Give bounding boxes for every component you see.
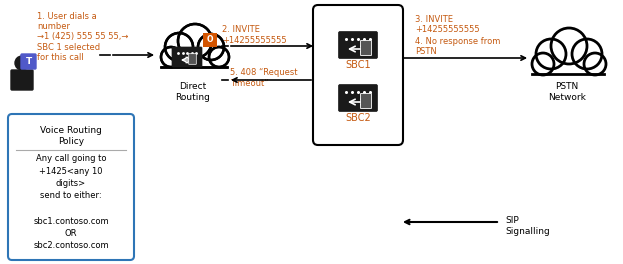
FancyBboxPatch shape [313,5,403,145]
Text: 1. User dials a: 1. User dials a [37,12,97,21]
Circle shape [198,34,224,60]
Circle shape [532,53,554,75]
Text: 4. No response from: 4. No response from [415,37,500,46]
Circle shape [584,53,606,75]
Circle shape [15,56,29,70]
Circle shape [572,39,602,69]
FancyBboxPatch shape [172,47,202,67]
FancyBboxPatch shape [161,29,227,67]
Text: Any call going to
+1425<any 10
digits>
send to either:

sbc1.contoso.com
OR
sbc2: Any call going to +1425<any 10 digits> s… [33,154,109,251]
FancyBboxPatch shape [11,70,33,90]
Text: 2. INVITE
+14255555555: 2. INVITE +14255555555 [222,25,287,45]
FancyBboxPatch shape [189,54,196,64]
Text: SIP
Signalling: SIP Signalling [505,216,549,236]
Text: SBC2: SBC2 [345,113,371,123]
Text: O: O [207,35,213,45]
Text: +14255555555: +14255555555 [415,25,480,34]
Text: PSTN
Network: PSTN Network [548,82,586,102]
Text: for this call: for this call [37,53,83,62]
Text: SBC 1 selected: SBC 1 selected [37,43,100,52]
Text: Voice Routing
Policy: Voice Routing Policy [40,126,102,146]
FancyBboxPatch shape [361,93,371,109]
Circle shape [178,24,212,58]
Circle shape [551,28,587,64]
Text: Direct
Routing: Direct Routing [176,82,211,102]
FancyBboxPatch shape [361,40,371,55]
Text: T: T [26,57,32,66]
Text: SBC1: SBC1 [345,60,371,70]
FancyBboxPatch shape [21,54,36,69]
Text: 5. 408 “Request
Timeout”: 5. 408 “Request Timeout” [230,68,298,88]
FancyBboxPatch shape [8,114,134,260]
Circle shape [165,33,193,61]
Circle shape [161,47,181,67]
Circle shape [209,47,229,67]
Text: PSTN: PSTN [415,47,437,56]
Text: 3. INVITE: 3. INVITE [415,15,453,24]
FancyBboxPatch shape [203,33,217,47]
Text: →1 (425) 555 55 55,→: →1 (425) 555 55 55,→ [37,32,128,41]
Circle shape [536,39,566,69]
FancyBboxPatch shape [338,31,378,59]
Text: number: number [37,22,70,31]
FancyBboxPatch shape [338,84,378,111]
FancyBboxPatch shape [532,30,604,74]
